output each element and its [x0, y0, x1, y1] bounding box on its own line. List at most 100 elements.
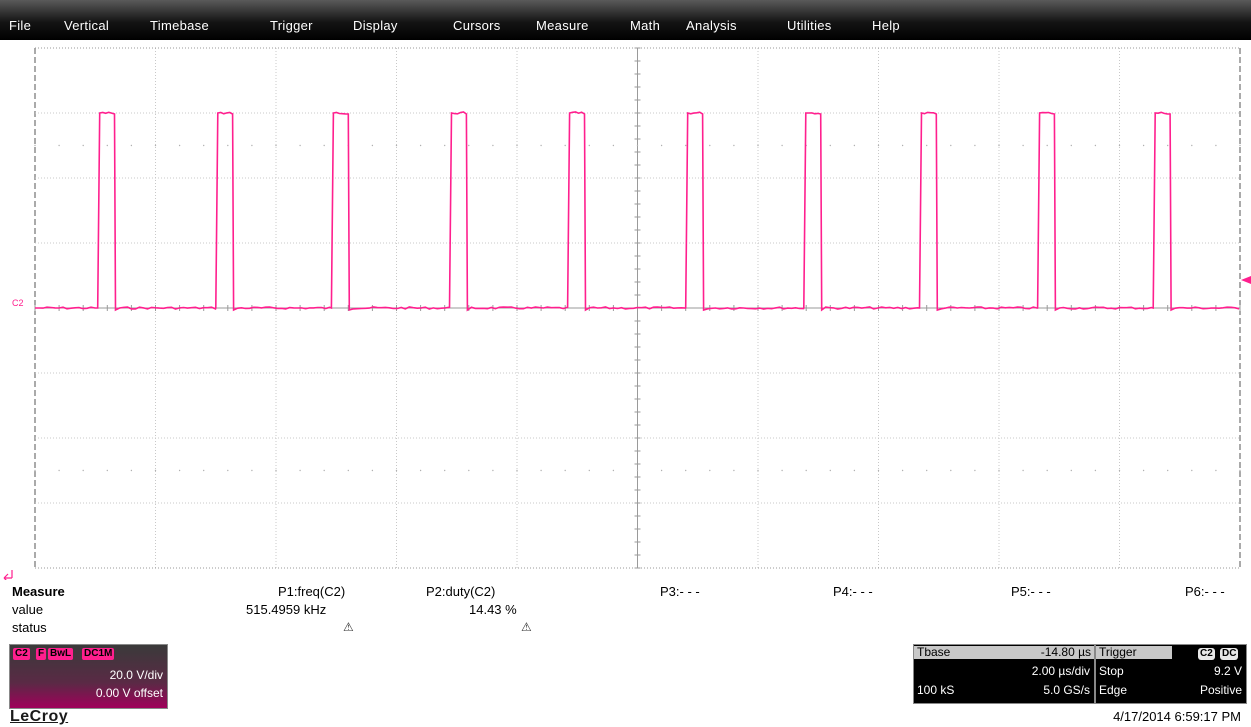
grid-dot: [829, 469, 831, 472]
menu-utilities[interactable]: Utilities: [787, 18, 832, 33]
grid-dot: [660, 144, 663, 147]
grid-dot: [588, 144, 590, 147]
grid-dot: [1239, 469, 1241, 472]
sample-rate: 5.0 GS/s: [1043, 683, 1090, 697]
grid-dot: [251, 144, 253, 147]
grid-dot: [1022, 144, 1024, 147]
grid-dot: [492, 144, 494, 147]
grid-dot: [1070, 469, 1073, 472]
grid-dot: [299, 144, 301, 147]
grid-dot: [612, 144, 615, 147]
grid-dot: [178, 144, 181, 147]
grid-dot: [877, 469, 880, 472]
grid-dot: [540, 469, 542, 472]
waveform-trace-c2: [35, 111, 1240, 312]
date-time: 4/17/2014 6:59:17 PM: [1113, 709, 1241, 724]
trigger-descriptor[interactable]: Trigger C2 DC Stop 9.2 V Edge Positive: [1095, 644, 1247, 704]
grid-dot: [299, 469, 301, 472]
grid-dot: [1215, 469, 1217, 472]
grid-dot: [540, 144, 542, 147]
trigger-source-badge: C2: [1198, 648, 1215, 660]
grid-dot: [1191, 144, 1193, 147]
grid-dot: [781, 144, 783, 147]
grid-dot: [1046, 144, 1048, 147]
timebase-delay: -14.80 µs: [994, 646, 1094, 659]
grid-dot: [275, 144, 277, 147]
param-p5-label[interactable]: P5:- - -: [1011, 584, 1051, 599]
grid-dot: [1094, 144, 1097, 147]
grid-dot: [926, 144, 928, 147]
warning-icon: ⚠: [343, 620, 354, 634]
grid-dot: [1142, 144, 1145, 147]
menu-help[interactable]: Help: [872, 18, 900, 33]
trigger-level: 9.2 V: [1213, 664, 1242, 678]
grid-dot: [1022, 469, 1024, 472]
grid-dot: [829, 144, 831, 147]
channel-descriptor-c2[interactable]: C2 F BwL DC1M 20.0 V/div 0.00 V offset: [9, 644, 168, 709]
measure-row-value: value: [12, 602, 44, 617]
grid-dot: [636, 469, 639, 472]
grid-dot: [950, 144, 952, 147]
grid-dot: [395, 144, 398, 147]
param-p6-label[interactable]: P6:- - -: [1185, 584, 1225, 599]
menu-timebase[interactable]: Timebase: [150, 18, 209, 33]
grid-dot: [926, 469, 928, 472]
trigger-slope: Positive: [1199, 683, 1242, 697]
grid-dot: [564, 469, 566, 472]
grid-dot: [444, 469, 446, 472]
menu-display[interactable]: Display: [353, 18, 398, 33]
trigger-level-marker[interactable]: [1241, 276, 1251, 284]
grid-dot: [709, 469, 711, 472]
channel-marker-c2[interactable]: C2: [12, 298, 24, 308]
grid-dot: [612, 469, 615, 472]
sample-count: 100 kS: [917, 683, 955, 697]
menu-math[interactable]: Math: [630, 18, 661, 33]
param-p3-label[interactable]: P3:- - -: [660, 584, 700, 599]
grid-dot: [950, 469, 952, 472]
timebase-descriptor[interactable]: Tbase -14.80 µs 2.00 µs/div 100 kS 5.0 G…: [913, 644, 1095, 704]
grid-dot: [251, 469, 253, 472]
grid-dot: [227, 144, 229, 147]
grid-dot: [203, 144, 205, 147]
timebase-label: Tbase: [914, 646, 994, 659]
grid-dot: [275, 469, 277, 472]
grid-dot: [323, 144, 325, 147]
grid-dot: [1070, 144, 1073, 147]
param-p2-label[interactable]: P2:duty(C2): [426, 584, 496, 599]
menu-file[interactable]: File: [9, 18, 32, 33]
trigger-type: Edge: [1099, 683, 1128, 697]
grid-dot: [660, 469, 663, 472]
grid-dot: [516, 469, 518, 472]
grid-dot: [1118, 469, 1121, 472]
grid-dot: [492, 469, 494, 472]
waveform-display[interactable]: C2: [0, 40, 1251, 580]
coupling-flag-tag: DC1M: [82, 648, 115, 660]
channel-name-tag: C2: [13, 648, 30, 660]
menu-analysis[interactable]: Analysis: [686, 18, 737, 33]
grid-dot: [998, 144, 1000, 147]
menu-bar: File Vertical Timebase Trigger Display C…: [0, 0, 1251, 40]
grid-dot: [998, 469, 1000, 472]
grid-dot: [1142, 469, 1145, 472]
graticule: [34, 47, 1241, 569]
grid-dot: [1239, 144, 1241, 147]
menu-cursors[interactable]: Cursors: [453, 18, 501, 33]
grid-dot: [1191, 469, 1193, 472]
grid-dot: [106, 144, 109, 147]
grid-dot: [58, 469, 60, 472]
trigger-coupling-badge: DC: [1220, 648, 1239, 660]
warning-icon: ⚠: [521, 620, 532, 634]
grid-dot: [685, 469, 687, 472]
grid-dot: [154, 469, 157, 472]
lecroy-logo: LeCroy: [10, 708, 69, 725]
grid-dot: [371, 144, 374, 147]
param-p1-label[interactable]: P1:freq(C2): [278, 584, 346, 599]
param-p4-label[interactable]: P4:- - -: [833, 584, 873, 599]
menu-trigger[interactable]: Trigger: [270, 18, 313, 33]
grid-dot: [106, 469, 109, 472]
grid-dot: [901, 469, 904, 472]
menu-vertical[interactable]: Vertical: [64, 18, 110, 33]
grid-dot: [323, 469, 325, 472]
grid-dot: [154, 144, 157, 147]
menu-measure[interactable]: Measure: [536, 18, 589, 33]
